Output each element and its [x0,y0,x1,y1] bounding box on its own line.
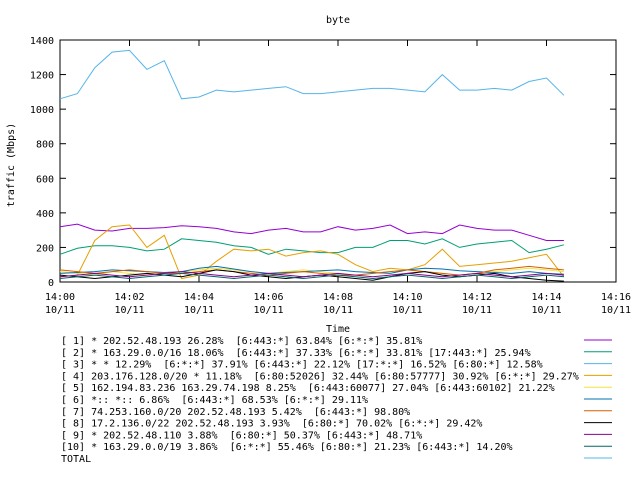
x-tick-label-time: 14:06 [253,292,283,303]
legend-entry-2-label: [ 2] * 163.29.0.0/16 18.06% [6:443:*] 37… [61,348,531,359]
series-line-4 [59,224,565,280]
y-tick-label: 1400 [30,36,54,47]
y-tick-label: 800 [36,140,54,151]
y-axis-label: traffic (Mbps) [6,123,17,207]
legend-entry-1-label: [ 1] * 202.52.48.193 26.28% [6:443:*] 63… [61,336,422,347]
x-tick-label-time: 14:10 [392,292,422,303]
x-tick-label-time: 14:12 [462,292,492,303]
x-tick-label-time: 14:16 [601,292,631,303]
x-tick-label-time: 14:00 [45,292,75,303]
x-tick-label-date: 10/11 [184,305,214,316]
legend-entry-10-label: [10] * 163.29.0.0/19 3.86% [6:*:*] 55.46… [61,442,513,453]
legend-entry-7-label: [ 7] 74.253.160.0/20 202.52.48.193 5.42%… [61,407,410,418]
x-tick-label-date: 10/11 [462,305,492,316]
legend-entry-6-label: [ 6] *:: *:: 6.86% [6:443:*] 68.53% [6:*… [61,395,368,406]
legend-entry-total-label: TOTAL [61,454,91,465]
y-tick-label: 1200 [30,71,54,82]
x-tick-label-date: 10/11 [392,305,422,316]
y-tick-label: 600 [36,174,54,185]
y-tick-label: 400 [36,209,54,220]
legend-entry-9-label: [ 9] * 202.52.48.110 3.88% [6:80:*] 50.3… [61,430,422,441]
chart-title: byte [326,15,350,26]
x-axis-label: Time [326,324,350,335]
x-tick-label-time: 14:08 [323,292,353,303]
series-line-9 [59,271,564,278]
x-tick-label-date: 10/11 [45,305,75,316]
x-tick-label-time: 14:14 [531,292,561,303]
series-line-7 [59,265,564,276]
x-tick-label-date: 10/11 [323,305,353,316]
x-tick-label-date: 10/11 [253,305,283,316]
y-tick-label: 200 [36,243,54,254]
x-tick-label-time: 14:04 [184,292,214,303]
x-tick-label-time: 14:02 [114,292,144,303]
legend-entry-8-label: [ 8] 17.2.136.0/22 202.52.48.193 3.93% [… [61,419,482,430]
series-line-10 [59,272,564,280]
legend-entry-5-label: [ 5] 162.194.83.236 163.29.74.198 8.25% … [61,383,555,394]
legend-entry-4-label: [ 4] 203.176.128.0/20 * 11.18% [6:80:520… [61,371,579,382]
legend-entry-3-label: [ 3] * * 12.29% [6:*:*] 37.91% [6:443:*]… [61,360,543,371]
y-tick-label: 1000 [30,105,54,116]
series-line-1 [59,223,564,241]
x-tick-label-date: 10/11 [531,305,561,316]
x-tick-label-date: 10/11 [601,305,631,316]
x-tick-label-date: 10/11 [114,305,144,316]
y-tick-label: 0 [48,278,54,289]
series-line-3 [59,49,565,100]
plot-frame [59,39,617,283]
